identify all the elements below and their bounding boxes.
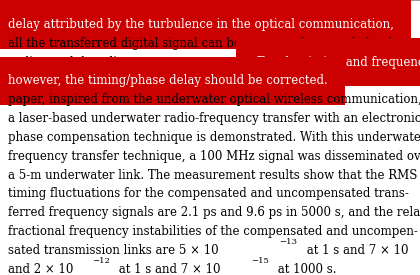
- Text: fractional frequency instabilities of the compensated and uncompen-: fractional frequency instabilities of th…: [8, 225, 417, 238]
- Text: and 2 × 10: and 2 × 10: [8, 263, 73, 275]
- Text: at 1 s and 7 × 10: at 1 s and 7 × 10: [302, 244, 408, 257]
- Text: frequency transfer technique, a 100 MHz signal was disseminated over: frequency transfer technique, a 100 MHz …: [8, 150, 420, 163]
- Text: a laser-based underwater radio-frequency transfer with an electronic: a laser-based underwater radio-frequency…: [8, 112, 420, 125]
- Text: For the timing and frequency transfer,: For the timing and frequency transfer,: [253, 56, 420, 68]
- Text: timing fluctuations for the compensated and uncompensated trans-: timing fluctuations for the compensated …: [8, 188, 408, 200]
- Text: coding and decoding processes.: coding and decoding processes.: [8, 56, 198, 68]
- Text: at 1 s and 7 × 10: at 1 s and 7 × 10: [115, 263, 220, 275]
- Text: delay attributed by the turbulence in the optical communication,: delay attributed by the turbulence in th…: [8, 18, 394, 31]
- Text: all the transferred digital signal can be recovered correctly by the en-: all the transferred digital signal can b…: [8, 37, 420, 50]
- Text: paper, inspired from the underwater optical wireless communication,: paper, inspired from the underwater opti…: [8, 93, 420, 106]
- Text: −13: −13: [279, 238, 297, 246]
- Text: −15: −15: [251, 257, 269, 265]
- Text: ferred frequency signals are 2.1 ps and 9.6 ps in 5000 s, and the relative: ferred frequency signals are 2.1 ps and …: [8, 206, 420, 219]
- Text: Therefore, in this: Therefore, in this: [418, 74, 420, 87]
- Text: phase compensation technique is demonstrated. With this underwater: phase compensation technique is demonstr…: [8, 131, 420, 144]
- Text: sated transmission links are 5 × 10: sated transmission links are 5 × 10: [8, 244, 218, 257]
- Text: −12: −12: [92, 257, 110, 265]
- Text: a 5-m underwater link. The measurement results show that the RMS: a 5-m underwater link. The measurement r…: [8, 169, 417, 182]
- Text: at 1000 s.: at 1000 s.: [274, 263, 337, 275]
- Text: however, the timing/phase delay should be corrected.: however, the timing/phase delay should b…: [8, 74, 327, 87]
